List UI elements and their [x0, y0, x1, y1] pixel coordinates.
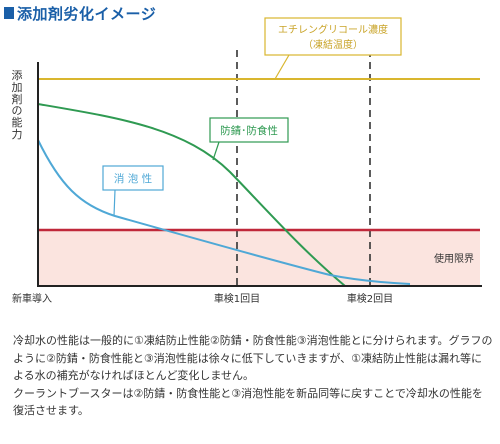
y-axis-char: 能 [12, 115, 23, 129]
y-axis-char: 剤 [12, 92, 23, 106]
foam-callout: 消 泡 性 [102, 165, 164, 217]
antifreeze-callout: エチレングリコール濃度 （凍結温度） [264, 17, 402, 80]
rust-prevention-curve [37, 103, 346, 287]
antifreeze-callout-box [264, 17, 402, 56]
description-paragraph-1: 冷却水の性能は一般的に①凍結防止性能②防錆・防食性能③消泡性能とに分けられます。… [13, 334, 493, 382]
y-axis-char: 添 [12, 68, 23, 82]
heading-square-icon [4, 7, 14, 19]
rust-callout: 防錆･防食性 [209, 117, 289, 161]
antifreeze-callout-pointer [274, 54, 290, 80]
heading-text: 添加剤劣化イメージ [17, 4, 157, 23]
y-axis-char: 力 [12, 128, 23, 141]
description: 冷却水の性能は一般的に①凍結防止性能②防錆・防食性能③消泡性能とに分けられます。… [13, 332, 493, 420]
degradation-diagram: 添 加 剤 の 能 力 新車導入 車検1回目 車検2回目 使用限界 エチレングリ… [12, 17, 482, 305]
limit-zone [38, 230, 480, 286]
rust-callout-box [209, 117, 289, 143]
page-heading: 添加剤劣化イメージ [4, 2, 156, 24]
foam-callout-box [102, 165, 164, 191]
foam-suppression-curve [37, 139, 411, 285]
description-paragraph-2: クーラントブースターは②防錆・防食性能と③消泡性能を新品同等に戻すことで冷却水の… [13, 386, 483, 418]
x-label-inspection2: 車検2回目 [347, 292, 393, 305]
y-axis-label: 添 加 剤 の 能 力 [12, 68, 23, 141]
x-axis-labels: 新車導入 車検1回目 車検2回目 [12, 292, 393, 305]
rust-callout-label: 防錆･防食性 [220, 124, 278, 137]
antifreeze-callout-line1: エチレングリコール濃度 [278, 23, 388, 36]
x-label-inspection1: 車検1回目 [214, 292, 260, 305]
usage-limit-label: 使用限界 [434, 252, 474, 265]
x-label-start: 新車導入 [12, 292, 52, 305]
antifreeze-callout-line2: （凍結温度） [303, 38, 363, 51]
y-axis-char: の [12, 104, 23, 117]
rust-callout-pointer [212, 141, 220, 161]
foam-callout-pointer [113, 189, 116, 217]
foam-callout-label: 消 泡 性 [114, 172, 152, 185]
y-axis-char: 加 [12, 81, 23, 94]
